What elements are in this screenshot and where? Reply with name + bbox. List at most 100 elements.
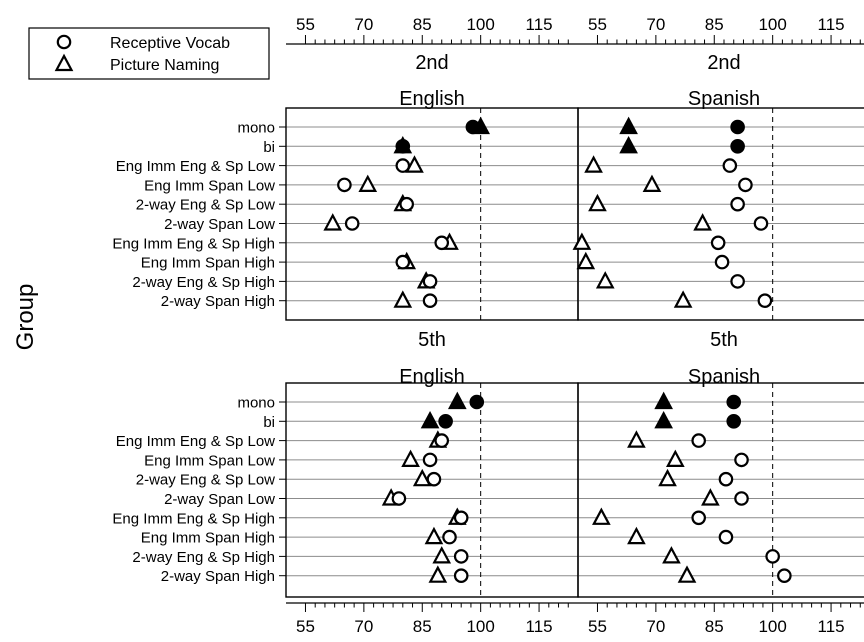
receptive-vocab-point (395, 158, 411, 173)
receptive-vocab-point (453, 510, 469, 526)
strip-grade: 5th (418, 329, 446, 351)
x-tick-label: 70 (646, 15, 665, 34)
panel-2nd-english: 2nd English mono bi Eng Imm Eng & Sp Low Eng … (112, 52, 579, 321)
x-tick-label: 55 (296, 15, 315, 34)
picture-naming-point (654, 391, 673, 410)
receptive-vocab-point (753, 216, 769, 231)
picture-naming-point (595, 271, 615, 289)
x-tick-label: 70 (354, 15, 373, 34)
picture-naming-point (619, 116, 638, 135)
receptive-vocab-point (453, 549, 469, 564)
receptive-vocab-point (730, 139, 745, 154)
group-label: 2-way Eng & Sp High (132, 274, 275, 291)
picture-naming-point (673, 290, 693, 308)
receptive-vocab-point (691, 510, 706, 526)
receptive-vocab-point (777, 568, 792, 583)
receptive-vocab-point (730, 196, 745, 212)
strip-language: Spanish (688, 88, 760, 110)
picture-naming-point (588, 193, 607, 212)
picture-naming-point (424, 526, 444, 545)
picture-naming-point (592, 507, 611, 525)
picture-naming-point (627, 430, 646, 448)
receptive-vocab-point (726, 413, 742, 429)
x-tick-label: 85 (705, 617, 724, 636)
picture-naming-point (677, 565, 697, 583)
picture-naming-point (701, 488, 720, 506)
picture-naming-point (584, 155, 603, 173)
x-tick-label: 115 (526, 15, 553, 34)
group-label: 2-way Span High (161, 568, 275, 585)
strip-language: English (399, 88, 465, 110)
group-label: Eng Imm Span High (141, 255, 275, 272)
group-label: Eng Imm Span Low (144, 452, 275, 469)
panel-frame (577, 107, 864, 321)
receptive-vocab-point (422, 452, 438, 468)
picture-naming-point (654, 410, 673, 429)
legend-label: Picture Naming (110, 57, 219, 74)
receptive-vocab-point (722, 158, 738, 173)
x-tick-label: 55 (588, 617, 607, 636)
picture-naming-point (693, 213, 712, 231)
receptive-vocab-point (337, 177, 352, 193)
top-x-axis: 55 70 85 100 115 55 70 85 100 115 (286, 15, 864, 45)
picture-naming-point (432, 546, 452, 564)
receptive-vocab-point (426, 471, 442, 487)
group-label: Eng Imm Eng & Sp High (112, 510, 275, 527)
y-axis-label: Group (12, 284, 39, 351)
x-tick-label: 55 (588, 15, 607, 34)
receptive-vocab-point (422, 293, 438, 308)
x-tick-label: 55 (296, 617, 315, 636)
group-label: bi (263, 139, 275, 156)
bottom-x-axis: 55 70 85 100 115 55 70 85 100 115 (286, 602, 864, 636)
picture-naming-point (658, 468, 677, 487)
receptive-vocab-point (391, 491, 407, 506)
picture-naming-point (358, 174, 378, 192)
group-label: 2-way Eng & Sp Low (136, 197, 275, 214)
picture-naming-point (665, 449, 685, 467)
x-tick-label: 85 (413, 617, 432, 636)
strip-language: Spanish (688, 366, 760, 388)
group-label: 2-way Span Low (164, 216, 275, 233)
picture-naming-point (576, 251, 596, 270)
receptive-vocab-point (718, 529, 734, 545)
legend-circle-marker (56, 34, 72, 50)
receptive-vocab-point (434, 235, 450, 251)
picture-naming-point (420, 410, 440, 429)
legend: Receptive Vocab Picture Naming (28, 27, 270, 80)
group-label: bi (263, 414, 275, 431)
group-label: Eng Imm Eng & Sp Low (116, 433, 275, 450)
panel-frame (577, 382, 864, 598)
receptive-vocab-point (730, 274, 745, 289)
receptive-vocab-point (469, 394, 485, 410)
group-label: Eng Imm Eng & Sp High (112, 235, 275, 252)
group-label: 2-way Eng & Sp Low (136, 472, 275, 489)
x-tick-label: 70 (354, 617, 373, 636)
panel-2nd-spanish: 2nd Spanish (572, 52, 864, 321)
picture-naming-point (428, 565, 448, 583)
x-tick-label: 85 (705, 15, 724, 34)
legend-label: Receptive Vocab (110, 35, 230, 52)
group-label: mono (237, 120, 275, 137)
receptive-vocab-point (344, 216, 360, 231)
strip-grade: 5th (710, 329, 738, 351)
group-label: mono (237, 395, 275, 412)
receptive-vocab-point (422, 274, 438, 289)
receptive-vocab-point (765, 549, 780, 564)
group-label: 2-way Eng & Sp High (132, 549, 275, 566)
picture-naming-point (662, 546, 681, 564)
picture-naming-point (412, 468, 432, 487)
x-tick-label: 115 (526, 617, 553, 636)
picture-naming-point (627, 526, 646, 545)
x-tick-label: 70 (646, 617, 665, 636)
picture-naming-point (619, 135, 638, 154)
receptive-vocab-point (734, 452, 749, 468)
group-label: Eng Imm Eng & Sp Low (116, 158, 275, 175)
receptive-vocab-point (438, 413, 453, 429)
picture-naming-point (401, 449, 420, 467)
panel-5th-spanish: 5th Spanish (577, 329, 864, 598)
strip-grade: 2nd (415, 52, 448, 74)
receptive-vocab-point (738, 177, 753, 193)
x-tick-label: 115 (818, 15, 845, 34)
receptive-vocab-point (453, 568, 469, 583)
